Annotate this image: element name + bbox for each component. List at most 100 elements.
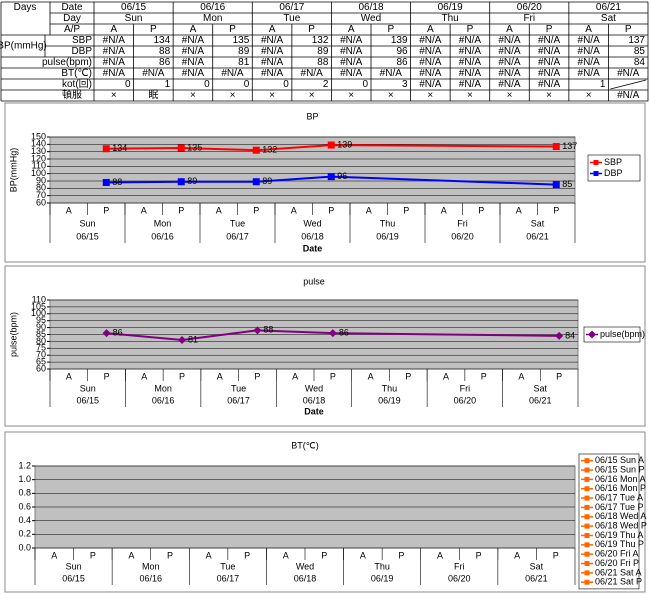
- x-tick-label: P: [478, 205, 484, 215]
- row-header: Day: [63, 13, 81, 24]
- legend-label: 06/17 Tue A: [595, 492, 643, 502]
- data-label: 84: [565, 330, 575, 340]
- y-tick-label: 70: [36, 190, 46, 200]
- legend-marker: [584, 458, 590, 464]
- chart-title: pulse: [303, 276, 325, 286]
- table-cell: 81: [238, 57, 250, 68]
- x-date-label: 06/21: [529, 395, 552, 405]
- y-tick-label: 90: [36, 322, 46, 332]
- table-cell: 88: [317, 57, 329, 68]
- x-axis-title: Date: [303, 243, 323, 253]
- x-tick-label: A: [206, 550, 212, 560]
- table-cell: 132: [312, 35, 329, 46]
- x-day-label: Mon: [154, 383, 172, 393]
- x-tick-label: A: [291, 205, 297, 215]
- x-tick-label: P: [556, 371, 562, 381]
- table-cell: ×: [467, 90, 473, 101]
- table-cell: 85: [634, 46, 646, 57]
- table-cell: #N/A: [538, 46, 561, 57]
- table-cell: 135: [233, 35, 250, 46]
- marker: [177, 178, 185, 186]
- table-cell: #N/A: [617, 68, 640, 79]
- x-tick-label: A: [360, 550, 366, 560]
- legend-marker: [584, 579, 590, 585]
- x-date-label: 06/17: [217, 573, 240, 583]
- x-date-label: 06/20: [451, 231, 474, 241]
- x-date-label: 06/18: [303, 395, 326, 405]
- y-tick-label: 65: [36, 356, 46, 366]
- table-cell: #N/A: [578, 35, 601, 46]
- legend-label: 06/17 Tue P: [595, 502, 644, 512]
- legend-label: 06/18 Wed P: [595, 521, 647, 531]
- table-cell: #N/A: [182, 35, 205, 46]
- y-tick-label: 90: [36, 175, 46, 185]
- table-cell: 0: [125, 79, 131, 90]
- legend-box: [578, 453, 640, 590]
- x-date-label: 06/16: [139, 573, 162, 583]
- ap-cell: P: [387, 24, 394, 35]
- table-cell: #N/A: [419, 79, 442, 90]
- row-header: kot(回): [62, 78, 92, 90]
- x-date-label: 06/20: [448, 573, 471, 583]
- data-label: 96: [337, 171, 347, 181]
- table-cell: #N/A: [459, 68, 482, 79]
- x-tick-label: P: [104, 371, 110, 381]
- y-tick-label: 120: [31, 153, 46, 163]
- y-tick-label: 105: [31, 301, 46, 311]
- table-cell: #N/A: [340, 46, 363, 57]
- x-tick-label: P: [103, 205, 109, 215]
- y-tick-label: 110: [32, 161, 46, 171]
- ap-cell: P: [467, 24, 474, 35]
- ap-cell: P: [625, 24, 632, 35]
- legend-marker: [584, 570, 590, 576]
- x-day-label: Thu: [380, 218, 396, 228]
- x-tick-label: A: [141, 205, 147, 215]
- chart: BT(℃) 0.0 0.2 0.4 0.6 0.8 1.0 1.2 A P A P A P A P A P A P A P…: [4, 431, 647, 593]
- table-cell: 0: [204, 79, 210, 90]
- ap-cell: A: [506, 24, 513, 35]
- y-tick-label: 80: [36, 336, 46, 346]
- day-cell: Tue: [283, 13, 300, 24]
- x-tick-label: P: [244, 550, 250, 560]
- x-tick-label: A: [516, 205, 522, 215]
- x-day-label: Fri: [457, 218, 468, 228]
- marker: [178, 336, 186, 345]
- table-cell: #N/A: [103, 46, 126, 57]
- data-label: 89: [262, 176, 272, 186]
- ap-cell: P: [546, 24, 553, 35]
- ap-cell: A: [110, 24, 117, 35]
- table-corner: Days: [14, 2, 37, 13]
- table-cell: ×: [507, 90, 513, 101]
- legend-label: 06/19 Thu P: [595, 539, 644, 549]
- table-cell: 89: [238, 46, 250, 57]
- y-tick-label: 140: [31, 139, 46, 149]
- table-cell: ×: [388, 90, 394, 101]
- table-cell: #N/A: [419, 57, 442, 68]
- row-header: SBP: [72, 35, 92, 46]
- table-cell: #N/A: [498, 46, 521, 57]
- y-tick-label: 0.2: [18, 529, 31, 539]
- table-cell: ×: [546, 90, 552, 101]
- y-tick-label: 80: [36, 183, 46, 193]
- date-cell: 06/16: [200, 2, 225, 13]
- x-tick-label: P: [476, 550, 482, 560]
- table-cell: #N/A: [578, 57, 601, 68]
- table-cell: #N/A: [538, 57, 561, 68]
- legend-label: DBP: [604, 168, 623, 178]
- table-cell: 0: [362, 79, 368, 90]
- ap-cell: P: [229, 24, 236, 35]
- x-day-label: Fri: [454, 561, 465, 571]
- table-cell: #N/A: [419, 68, 442, 79]
- table-cell: 3: [402, 79, 408, 90]
- legend-marker: [593, 171, 599, 176]
- table-cell: 88: [159, 46, 171, 57]
- date-cell: 06/19: [438, 2, 463, 13]
- legend-marker: [584, 561, 590, 567]
- legend-label: 06/21 Sat P: [595, 577, 642, 587]
- x-date-label: 06/16: [151, 231, 174, 241]
- table-cell: 1: [165, 79, 171, 90]
- table-cell: #N/A: [340, 35, 363, 46]
- data-label: 137: [562, 141, 577, 151]
- legend-label: 06/16 Mon A: [595, 474, 646, 484]
